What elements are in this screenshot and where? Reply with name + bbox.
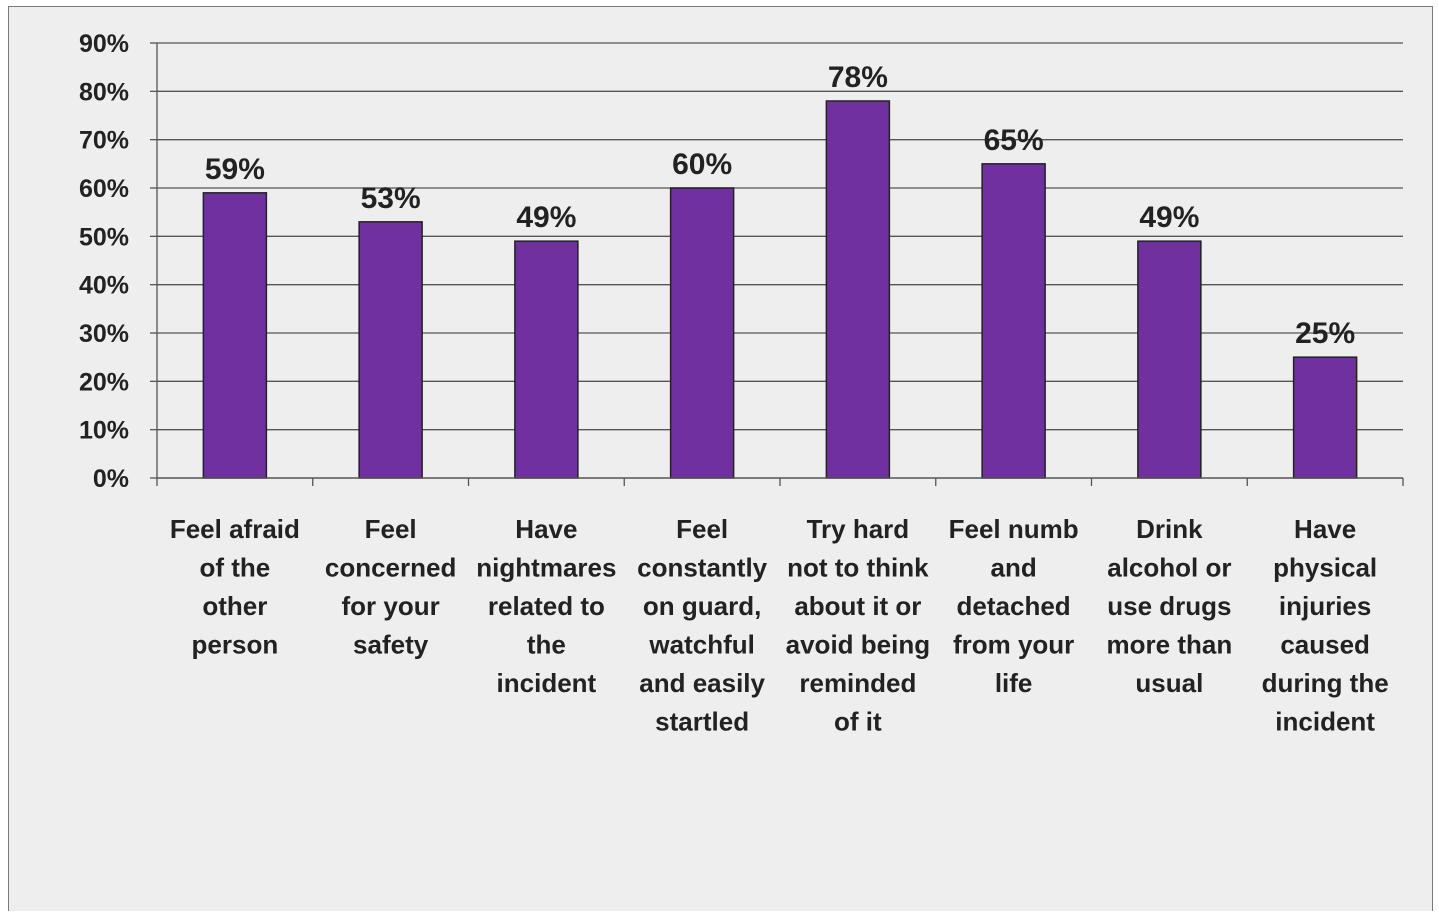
data-label: 25% xyxy=(1295,317,1355,350)
category-label: Feel afraid of the other person xyxy=(170,514,300,660)
category-label-line: of it xyxy=(834,707,882,737)
category-label-line: Feel numb xyxy=(949,514,1079,544)
category-label-line: nightmares xyxy=(476,553,616,583)
bar xyxy=(514,240,579,479)
data-label: 53% xyxy=(361,182,421,215)
category-label: Feel numb and detached from your life xyxy=(949,514,1079,698)
category-label-line: more than xyxy=(1107,630,1233,660)
category-label: Have nightmares related to the incident xyxy=(476,514,616,698)
data-labels: 59% 53% 49% 60% 78% 65% 49% 25% xyxy=(205,61,1355,350)
data-label: 78% xyxy=(828,61,888,94)
y-tick-label: 10% xyxy=(79,417,129,445)
data-label: 65% xyxy=(984,124,1044,157)
category-label-line: person xyxy=(192,630,279,660)
category-label-line: Drink xyxy=(1136,514,1203,544)
y-tick-label: 20% xyxy=(79,368,129,396)
bar xyxy=(981,163,1046,479)
y-axis-ticks: 0% 10% 20% 30% 40% 50% 60% 70% 80% 90% xyxy=(79,30,157,493)
category-label-line: incident xyxy=(497,668,597,698)
data-label: 49% xyxy=(516,201,576,234)
y-tick-label: 50% xyxy=(79,223,129,251)
data-label: 49% xyxy=(1139,201,1199,234)
category-label-line: other xyxy=(202,591,267,621)
category-label-line: injuries xyxy=(1279,591,1371,621)
category-label: Try hard not to think about it or avoid bei… xyxy=(786,514,930,737)
y-tick-label: 60% xyxy=(79,175,129,203)
category-label-line: related to xyxy=(488,591,605,621)
bar xyxy=(1292,356,1358,479)
category-label-line: Feel xyxy=(676,514,728,544)
category-label-line: safety xyxy=(353,630,429,660)
category-label-line: Feel xyxy=(365,514,417,544)
bar xyxy=(669,187,735,479)
category-label-line: Have xyxy=(1294,514,1356,544)
category-label-line: of the xyxy=(199,553,270,583)
category-label-line: usual xyxy=(1135,668,1203,698)
category-label-line: caused xyxy=(1280,630,1370,660)
category-label-line: watchful xyxy=(648,630,754,660)
category-label-line: on guard, xyxy=(643,591,761,621)
bar xyxy=(1137,240,1202,479)
category-label-line: not to think xyxy=(787,553,929,583)
category-label-line: avoid being xyxy=(786,630,930,660)
category-label-line: the xyxy=(527,630,566,660)
category-label: Feel constantly on guard, watchful and easil… xyxy=(637,514,768,737)
category-label-line: from your xyxy=(953,630,1074,660)
category-label-line: Try hard xyxy=(807,514,910,544)
category-label: Feel concerned for your safety xyxy=(325,514,457,660)
data-label: 59% xyxy=(205,153,265,186)
category-label-line: about it or xyxy=(794,591,921,621)
category-label-line: constantly xyxy=(637,553,768,583)
category-label-line: use drugs xyxy=(1107,591,1231,621)
category-label-line: concerned xyxy=(325,553,457,583)
category-label: Drink alcohol or use drugs more than usual xyxy=(1107,514,1233,698)
category-label-line: life xyxy=(995,668,1033,698)
category-label-line: during the xyxy=(1262,668,1389,698)
category-label-line: for your xyxy=(342,591,440,621)
y-tick-label: 80% xyxy=(79,78,129,106)
y-tick-label: 70% xyxy=(79,127,129,155)
y-tick-label: 40% xyxy=(79,272,129,300)
y-tick-label: 90% xyxy=(79,30,129,58)
category-label-line: and xyxy=(991,553,1037,583)
bar xyxy=(825,100,891,479)
category-label-line: Feel afraid xyxy=(170,514,300,544)
bars xyxy=(202,100,1358,479)
category-label-line: incident xyxy=(1275,707,1375,737)
category-label-line: Have xyxy=(515,514,577,544)
category-label: Have physical injuries caused during the inci… xyxy=(1262,514,1389,737)
category-label-line: physical xyxy=(1273,553,1377,583)
y-tick-label: 0% xyxy=(93,465,129,493)
gridlines xyxy=(157,42,1403,431)
category-labels: Feel afraid of the other person Feel concerne… xyxy=(170,514,1389,737)
category-label-line: startled xyxy=(655,707,749,737)
x-axis xyxy=(156,43,1404,486)
bar-chart: 0% 10% 20% 30% 40% 50% 60% 70% 80% 90% 59% 53% 49% 6… xyxy=(79,30,1404,737)
category-label-line: detached xyxy=(957,591,1071,621)
bar xyxy=(358,221,423,479)
category-label-line: and easily xyxy=(639,668,765,698)
y-tick-label: 30% xyxy=(79,320,129,348)
bar xyxy=(202,192,268,479)
category-label-line: alcohol or xyxy=(1107,553,1231,583)
data-label: 60% xyxy=(672,148,732,181)
chart-frame: 0% 10% 20% 30% 40% 50% 60% 70% 80% 90% 59% 53% 49% 6… xyxy=(8,6,1433,911)
category-label-line: reminded xyxy=(799,668,916,698)
